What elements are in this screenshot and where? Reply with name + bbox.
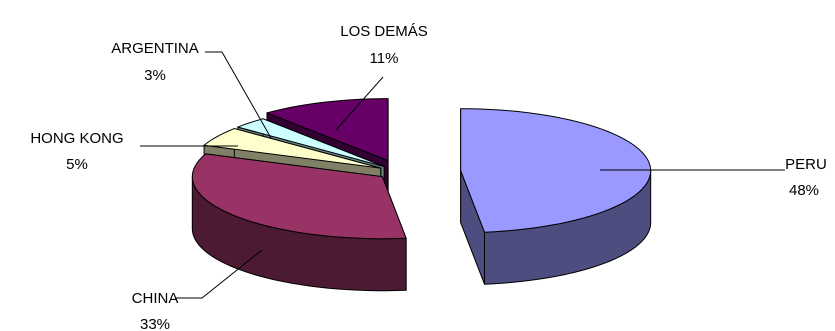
leader-line-argentina xyxy=(205,51,272,139)
slice-value-hong-kong: 5% xyxy=(66,156,88,173)
pie-slices xyxy=(191,98,652,292)
slice-value-los-demas: 11% xyxy=(370,50,399,67)
slice-value-argentina: 3% xyxy=(144,67,166,84)
slice-top-peru xyxy=(460,108,652,233)
slice-label-los-demas: LOS DEMÁS xyxy=(340,23,428,40)
slice-label-china: CHINA xyxy=(132,290,179,307)
slice-label-peru: PERU xyxy=(785,156,827,173)
leader-lines xyxy=(140,51,785,299)
slice-label-hong-kong: HONG KONG xyxy=(30,130,123,147)
slice-top-argentina xyxy=(237,118,385,168)
leader-line-china xyxy=(175,249,263,299)
slice-value-peru: 48% xyxy=(789,182,819,199)
slice-top-china xyxy=(191,153,407,240)
slice-peru xyxy=(460,108,652,285)
slice-label-argentina: ARGENTINA xyxy=(111,40,199,57)
leader-line-los-demas xyxy=(335,76,384,131)
slice-top-los-dem-s xyxy=(266,98,389,162)
slice-top-hong-kong xyxy=(203,128,382,169)
slice-china xyxy=(191,153,407,292)
slice-value-china: 33% xyxy=(140,316,170,331)
slice-labels: PERU 48% CHINA 33% HONG KONG 5% ARGENTIN… xyxy=(30,23,827,331)
